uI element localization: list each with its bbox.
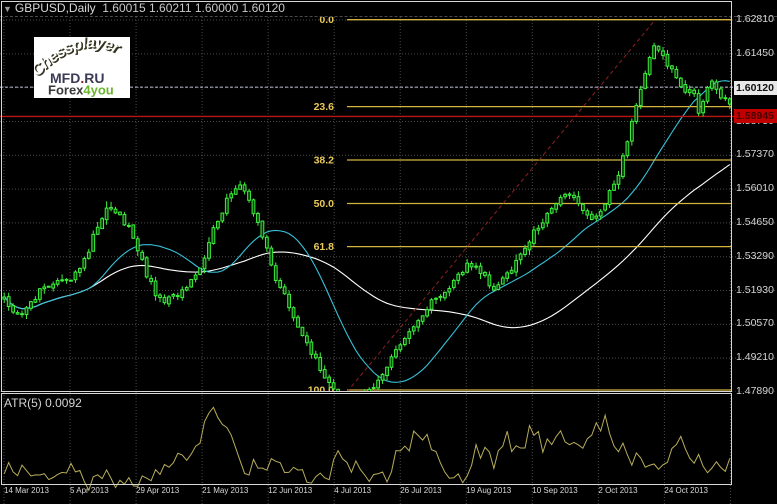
svg-text:23.6: 23.6 xyxy=(314,101,335,113)
svg-text:0.0: 0.0 xyxy=(319,17,334,26)
svg-text:ATR(5) 0.0092: ATR(5) 0.0092 xyxy=(4,396,82,410)
svg-text:100.0: 100.0 xyxy=(308,385,334,393)
svg-text:38.2: 38.2 xyxy=(314,155,335,167)
svg-text:50.0: 50.0 xyxy=(314,198,335,210)
svg-text:Forex4you: Forex4you xyxy=(48,83,114,98)
svg-text:61.8: 61.8 xyxy=(314,241,335,253)
